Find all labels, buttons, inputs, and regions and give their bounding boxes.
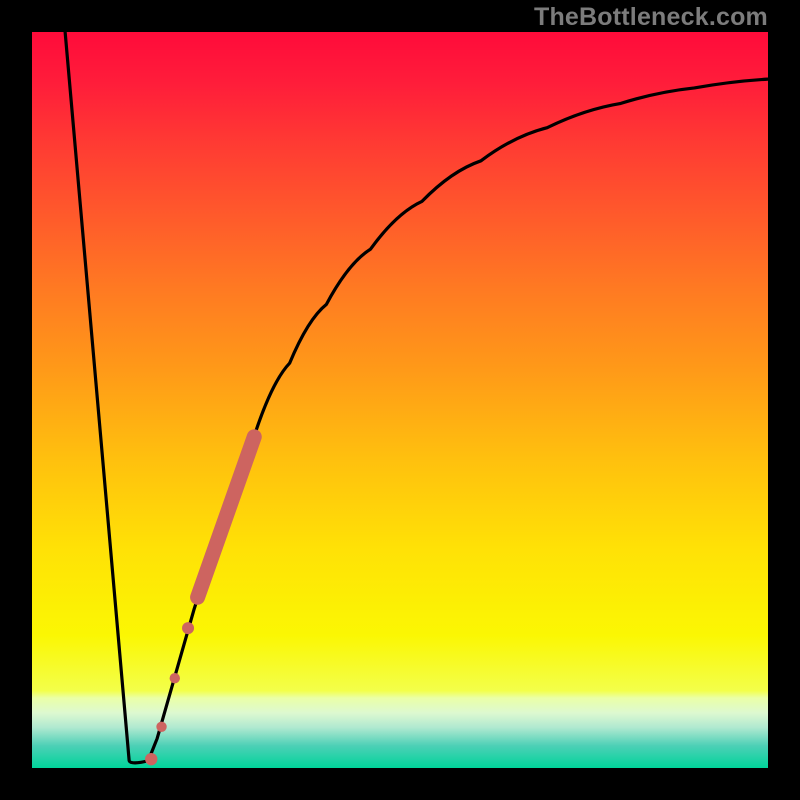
plot-border bbox=[0, 0, 32, 800]
bead-dot bbox=[156, 722, 166, 732]
plot-border bbox=[768, 0, 800, 800]
bottleneck-chart bbox=[0, 0, 800, 800]
bead-dot bbox=[182, 622, 194, 634]
bead-dot bbox=[170, 673, 180, 683]
plot-background bbox=[32, 32, 768, 768]
bead-dot bbox=[145, 753, 157, 765]
watermark-text: TheBottleneck.com bbox=[534, 3, 768, 32]
plot-border bbox=[0, 768, 800, 800]
